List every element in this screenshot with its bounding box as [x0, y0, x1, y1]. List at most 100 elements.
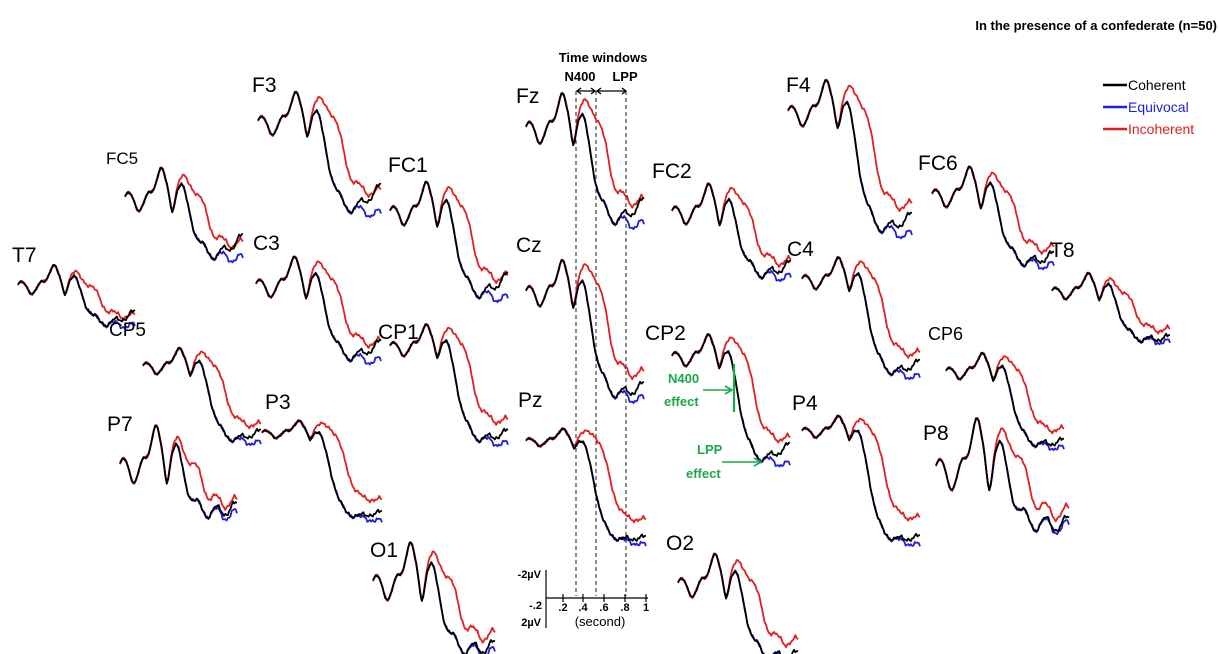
figure-title: In the presence of a confederate (n=50) — [975, 18, 1217, 33]
channel-label-p3: P3 — [265, 391, 291, 414]
channel-waveforms-p8 — [936, 418, 1069, 534]
channel-label-o1: O1 — [370, 539, 398, 562]
channel-waveforms-t8 — [1052, 273, 1170, 345]
lpp-effect-label-line1: LPP — [697, 442, 723, 457]
window-label-lpp: LPP — [612, 69, 638, 84]
channel-label-c4: C4 — [787, 238, 814, 261]
waveform-p3-coherent — [262, 420, 382, 518]
channel-label-t7: T7 — [12, 244, 37, 267]
waveform-p8-coherent — [936, 418, 1069, 531]
n400-effect-label-line1: N400 — [668, 371, 699, 386]
channel-label-fz: Fz — [516, 85, 539, 108]
channel-waveforms-fc6 — [932, 166, 1054, 269]
waveform-cz-incoherent — [526, 260, 644, 380]
scale-tick-label-3: .8 — [620, 602, 629, 614]
channel-label-o2: O2 — [666, 532, 694, 555]
scale-y-bottom-label: 2µV — [521, 617, 541, 629]
waveform-fc5-incoherent — [125, 167, 243, 249]
waveform-c4-incoherent — [802, 257, 920, 358]
waveform-cp2-incoherent — [672, 334, 790, 443]
waveform-o2-equivocal — [678, 554, 798, 654]
waveform-t7-coherent — [18, 265, 135, 327]
waveform-f4-incoherent — [788, 80, 912, 211]
waveform-f3-coherent — [258, 92, 381, 213]
window-arrows — [577, 88, 626, 94]
channel-label-cz: Cz — [516, 234, 542, 257]
channel-waveforms-p4 — [802, 415, 920, 546]
scale-tick-label-2: .6 — [599, 602, 608, 614]
window-boundaries — [576, 91, 626, 596]
lpp-effect-label-line2: effect — [686, 466, 721, 481]
waveform-c4-equivocal — [802, 257, 920, 379]
window-label-n400: N400 — [564, 69, 595, 84]
channel-waveforms-f3 — [258, 92, 381, 218]
waveform-t8-coherent — [1052, 273, 1170, 342]
scale-tick-label-4: 1 — [643, 602, 649, 614]
waveform-cp6-equivocal — [946, 353, 1064, 450]
waveform-o2-coherent — [678, 554, 798, 654]
scale-x-start-label: -.2 — [529, 600, 542, 612]
time-windows-title: Time windows — [559, 50, 648, 65]
waveform-cp5-incoherent — [143, 348, 261, 429]
channel-waveforms-c3 — [256, 256, 381, 364]
waveform-p3-incoherent — [262, 420, 382, 502]
waveform-p7-incoherent — [120, 425, 237, 510]
channel-waveforms-c4 — [802, 257, 920, 379]
channel-label-f3: F3 — [252, 74, 277, 97]
waveform-fc2-coherent — [672, 184, 791, 278]
waveform-layer — [18, 80, 1170, 654]
waveform-p8-incoherent — [936, 418, 1069, 522]
scale-bar: -2µV 2µV -.2 .2 .4 .6 .8 1 (second) — [518, 569, 650, 629]
waveform-o2-incoherent — [678, 554, 798, 648]
waveform-fc6-equivocal — [932, 167, 1054, 270]
channel-label-fc6: FC6 — [918, 152, 958, 175]
channel-label-p7: P7 — [107, 413, 133, 436]
waveform-fc1-incoherent — [390, 182, 508, 284]
channel-waveforms-pz — [526, 428, 646, 546]
channel-waveforms-p7 — [120, 425, 237, 520]
waveform-cp6-incoherent — [946, 353, 1064, 434]
channel-label-fc2: FC2 — [652, 160, 692, 183]
waveform-fc5-coherent — [125, 168, 243, 260]
channel-label-p8: P8 — [923, 422, 949, 445]
channel-waveforms-fc1 — [390, 182, 508, 303]
channel-label-cp1: CP1 — [378, 321, 419, 344]
effect-annotations: N400 effect LPP effect — [664, 364, 761, 481]
waveform-c3-incoherent — [256, 256, 381, 348]
waveform-fc1-coherent — [390, 182, 508, 298]
waveform-fc6-coherent — [932, 167, 1054, 266]
waveform-t8-incoherent — [1052, 273, 1170, 334]
waveform-pz-incoherent — [526, 428, 646, 522]
scale-x-unit: (second) — [575, 614, 626, 629]
channel-label-pz: Pz — [518, 389, 543, 412]
channel-label-cp6: CP6 — [928, 324, 963, 344]
channel-label-t8: T8 — [1050, 239, 1075, 262]
waveform-f4-coherent — [788, 80, 912, 232]
waveform-cp5-coherent — [143, 348, 261, 442]
n400-effect-label-line2: effect — [664, 394, 699, 409]
waveform-p4-incoherent — [802, 415, 920, 520]
waveform-c3-coherent — [256, 257, 381, 361]
waveform-p4-coherent — [802, 416, 920, 541]
waveform-c4-coherent — [802, 257, 920, 375]
waveform-cp5-equivocal — [143, 348, 261, 445]
channel-waveforms-cp6 — [946, 353, 1064, 451]
channel-waveforms-fc2 — [672, 183, 791, 281]
waveform-fc6-incoherent — [932, 166, 1054, 254]
channel-label-f4: F4 — [786, 74, 811, 97]
waveform-t8-equivocal — [1052, 273, 1170, 345]
scale-tick-label-1: .4 — [578, 602, 588, 614]
waveform-f3-incoherent — [258, 92, 381, 198]
channel-label-fc1: FC1 — [388, 154, 428, 177]
waveform-f4-equivocal — [788, 80, 912, 239]
channel-label-fc5: FC5 — [106, 149, 138, 168]
legend: Coherent Equivocal Incoherent — [1103, 77, 1194, 137]
legend-label-coherent: Coherent — [1128, 77, 1186, 93]
channel-label-cp2: CP2 — [645, 322, 686, 345]
channel-waveforms-fc5 — [125, 167, 243, 262]
channel-labels: F3 FC5 T7 FC1 C3 CP5 CP1 P3 P7 O1 Fz Cz … — [12, 74, 1075, 562]
channel-label-cp5: CP5 — [109, 320, 146, 341]
legend-label-incoherent: Incoherent — [1128, 121, 1194, 137]
channel-waveforms-p3 — [262, 420, 382, 522]
